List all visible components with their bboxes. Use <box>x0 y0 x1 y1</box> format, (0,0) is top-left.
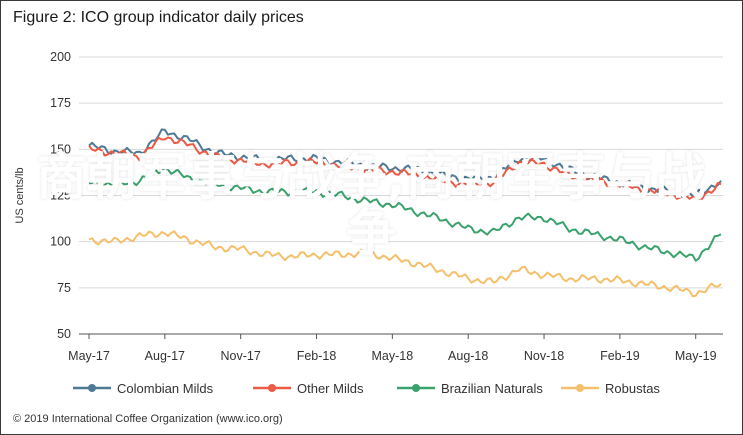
y-tick-label-100: 100 <box>50 235 71 249</box>
legend-label-other-milds: Other Milds <box>297 381 364 396</box>
legend-marker-other-milds <box>268 384 276 392</box>
watermark-overlay-text: 商朝军事与战争,商朝军事与战争 <box>36 148 706 262</box>
x-tick-label-May-18: May-18 <box>372 349 414 363</box>
source-note: © 2019 International Coffee Organization… <box>13 413 283 425</box>
legend-marker-colombian-milds <box>88 384 96 392</box>
x-tick-label-Aug-17: Aug-17 <box>145 349 185 363</box>
y-tick-label-75: 75 <box>57 281 71 295</box>
legend-label-colombian-milds: Colombian Milds <box>117 381 214 396</box>
x-tick-labels: May-17 Aug-17 Nov-17 Feb-18 May-18 Aug-18 Nov-… <box>68 334 717 363</box>
x-tick-label-Feb-19: Feb-19 <box>600 349 640 363</box>
x-tick-label-Nov-18: Nov-18 <box>524 349 564 363</box>
legend-label-robustas: Robustas <box>605 381 660 396</box>
x-tick-label-Aug-18: Aug-18 <box>448 349 488 363</box>
series-line-robustas <box>88 230 722 298</box>
y-tick-label-150: 150 <box>50 142 71 156</box>
y-tick-label-125: 125 <box>50 189 71 203</box>
legend: Colombian Milds Other Milds Brazilian Natu… <box>73 381 660 396</box>
x-tick-label-Nov-17: Nov-17 <box>221 349 261 363</box>
y-tick-label-50: 50 <box>57 327 71 341</box>
chart-title: Figure 2: ICO group indicator daily pric… <box>13 9 304 26</box>
y-tick-label-175: 175 <box>50 96 71 110</box>
series-line-colombian-milds <box>88 128 722 198</box>
legend-label-brazilian-naturals: Brazilian Naturals <box>441 381 543 396</box>
y-tick-labels: 50 75 100 125 150 175 200 <box>50 50 71 341</box>
y-tick-label-200: 200 <box>50 50 71 64</box>
grid-lines <box>79 56 723 289</box>
series-line-other-milds <box>88 136 722 200</box>
x-tick-label-May-17: May-17 <box>68 349 110 363</box>
legend-marker-robustas <box>576 384 584 392</box>
legend-marker-brazilian-naturals <box>412 384 420 392</box>
series-line-brazilian-naturals <box>88 166 722 262</box>
x-tick-label-May-19: May-19 <box>675 349 717 363</box>
x-tick-label-Feb-18: Feb-18 <box>297 349 337 363</box>
series-lines <box>88 128 722 298</box>
y-axis-label: US cents/lb <box>14 167 26 223</box>
